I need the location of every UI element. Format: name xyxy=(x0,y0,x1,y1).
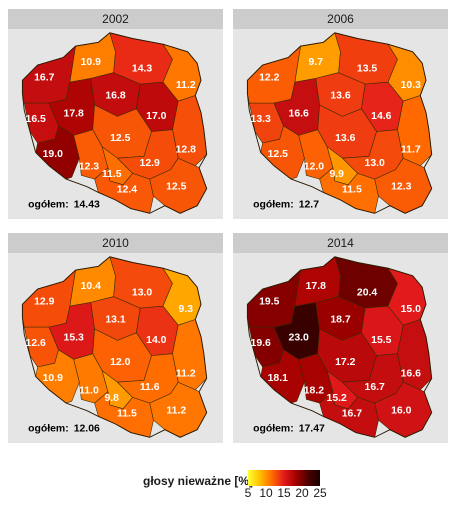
region-14 xyxy=(319,391,379,438)
map-panel-2010: 2010 12.9 10.4 13.0 9.3 12.6 15.3 13.1 14.0 12.0 1… xyxy=(8,233,223,443)
region-value-label: 11.6 xyxy=(140,382,160,393)
region-value-label: 12.5 xyxy=(110,133,131,144)
region-value-label: 12.3 xyxy=(79,162,100,173)
region-value-label: 18.7 xyxy=(330,314,351,325)
region-value-label: 16.8 xyxy=(105,90,126,101)
region-value-label: 9.7 xyxy=(309,57,324,68)
region-value-label: 12.9 xyxy=(140,158,161,169)
region-value-label: 14.6 xyxy=(371,111,392,122)
region-value-label: 15.2 xyxy=(327,393,348,404)
region-14 xyxy=(319,167,379,214)
region-value-label: 17.8 xyxy=(64,108,85,119)
region-value-label: 13.5 xyxy=(357,64,378,75)
region-value-label: 9.3 xyxy=(179,304,194,315)
region-value-label: 12.0 xyxy=(304,162,325,173)
region-14 xyxy=(94,391,154,438)
total-value: 12.06 xyxy=(74,424,100,435)
total-label: ogółem: xyxy=(253,424,294,435)
region-value-label: 10.3 xyxy=(401,80,422,91)
region-value-label: 13.3 xyxy=(251,114,272,125)
region-value-label: 19.6 xyxy=(251,338,272,349)
region-value-label: 12.6 xyxy=(26,338,47,349)
total-value: 17.47 xyxy=(299,424,325,435)
region-value-label: 16.7 xyxy=(342,408,363,419)
total-label: ogółem: xyxy=(28,424,69,435)
region-value-label: 11.5 xyxy=(102,169,122,180)
region-value-label: 15.0 xyxy=(401,304,422,315)
region-value-label: 12.9 xyxy=(34,296,55,307)
map-svg: 12.9 10.4 13.0 9.3 12.6 15.3 13.1 14.0 12.0 11.2 1… xyxy=(21,256,208,438)
total-label: ogółem: xyxy=(253,200,294,211)
panel-title: 2006 xyxy=(233,9,448,29)
region-value-label: 17.8 xyxy=(306,281,327,292)
region-value-label: 16.6 xyxy=(401,369,422,380)
legend-title: głosy nieważne [%] xyxy=(143,474,254,488)
panel-title: 2014 xyxy=(233,233,448,253)
region-value-label: 11.7 xyxy=(401,145,421,156)
region-value-label: 18.2 xyxy=(304,386,325,397)
region-value-label: 11.2 xyxy=(176,369,196,380)
legend-tick-label: 10 xyxy=(259,486,273,500)
region-value-label: 19.5 xyxy=(259,296,280,307)
region-value-label: 9.8 xyxy=(104,393,119,404)
map-svg: 12.2 9.7 13.5 10.3 13.3 16.6 13.6 14.6 13.6 11.7 1… xyxy=(246,32,433,214)
legend-colorbar xyxy=(248,470,320,486)
region-value-label: 12.4 xyxy=(117,184,138,195)
region-value-label: 19.0 xyxy=(43,149,64,160)
region-value-label: 12.5 xyxy=(268,149,289,160)
region-value-label: 12.5 xyxy=(166,182,187,193)
region-value-label: 13.6 xyxy=(335,133,356,144)
region-value-label: 13.6 xyxy=(330,90,351,101)
region-value-label: 12.8 xyxy=(176,145,197,156)
region-value-label: 13.0 xyxy=(365,158,386,169)
region-value-label: 11.2 xyxy=(166,406,186,417)
region-value-label: 18.1 xyxy=(268,373,289,384)
region-value-label: 14.0 xyxy=(146,335,167,346)
region-value-label: 17.0 xyxy=(146,111,167,122)
map-svg: 19.5 17.8 20.4 15.0 19.6 23.0 18.7 15.5 17.2 16.6… xyxy=(246,256,433,438)
map-panel-2002: 2002 16.7 10.9 14.3 11.2 16.5 17.8 16.8 17.0 12.5… xyxy=(8,9,223,219)
panel-title: 2010 xyxy=(8,233,223,253)
region-value-label: 10.9 xyxy=(43,373,64,384)
legend-tick-label: 5 xyxy=(244,486,252,500)
region-value-label: 16.6 xyxy=(289,108,310,119)
region-value-label: 16.0 xyxy=(391,406,412,417)
region-value-label: 20.4 xyxy=(357,288,378,299)
region-14 xyxy=(94,167,154,214)
legend-tick-label: 20 xyxy=(295,486,309,500)
region-value-label: 23.0 xyxy=(289,332,310,343)
region-value-label: 9.9 xyxy=(329,169,344,180)
total-value: 14.43 xyxy=(74,200,100,211)
country-outline xyxy=(246,256,433,438)
region-value-label: 11.2 xyxy=(176,80,196,91)
region-value-label: 16.7 xyxy=(34,72,55,83)
map-panel-2014: 2014 19.5 17.8 20.4 15.0 19.6 23.0 18.7 15.5 17.2… xyxy=(233,233,448,443)
region-value-label: 10.4 xyxy=(81,281,102,292)
map-panel-2006: 2006 12.2 9.7 13.5 10.3 13.3 16.6 13.6 14.6 13.6 1… xyxy=(233,9,448,219)
country-outline xyxy=(21,256,208,438)
region-value-label: 16.7 xyxy=(365,382,386,393)
legend-tick-label: 25 xyxy=(313,486,327,500)
region-value-label: 12.3 xyxy=(391,182,412,193)
region-value-label: 12.0 xyxy=(110,357,131,368)
region-value-label: 15.5 xyxy=(371,335,392,346)
total-label: ogółem: xyxy=(28,200,69,211)
country-outline xyxy=(21,32,208,214)
region-value-label: 11.0 xyxy=(79,386,99,397)
region-value-label: 13.1 xyxy=(105,314,126,325)
total-value: 12.7 xyxy=(299,200,320,211)
region-value-label: 17.2 xyxy=(335,357,356,368)
region-value-label: 12.2 xyxy=(259,72,280,83)
map-svg: 16.7 10.9 14.3 11.2 16.5 17.8 16.8 17.0 12.5 12.8… xyxy=(21,32,208,214)
region-value-label: 15.3 xyxy=(64,332,85,343)
region-value-label: 16.5 xyxy=(26,114,47,125)
legend-tick-label: 15 xyxy=(277,486,291,500)
region-value-label: 14.3 xyxy=(132,64,153,75)
panel-title: 2002 xyxy=(8,9,223,29)
region-value-label: 10.9 xyxy=(81,57,102,68)
country-outline xyxy=(246,32,433,214)
region-value-label: 11.5 xyxy=(117,408,137,419)
region-value-label: 11.5 xyxy=(342,184,362,195)
region-value-label: 13.0 xyxy=(132,288,153,299)
